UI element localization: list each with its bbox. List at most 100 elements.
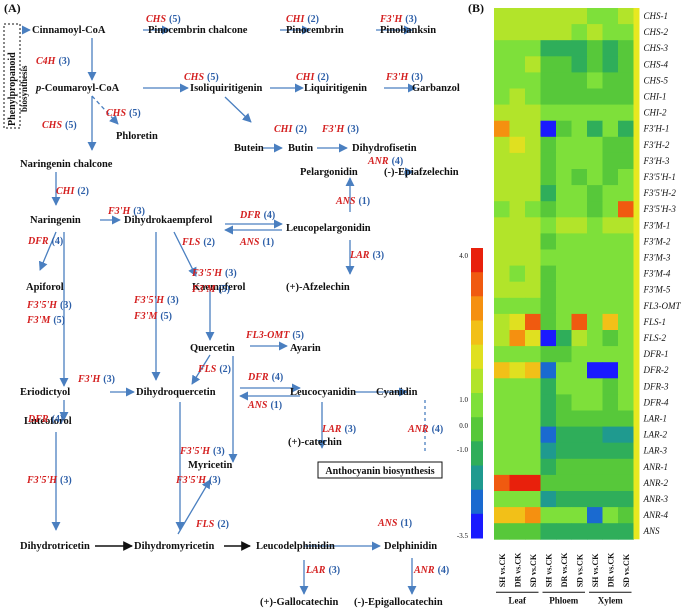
enzyme-label: F3'M (5): [133, 311, 172, 322]
heatmap-cell: [618, 8, 634, 25]
heatmap-cell: [602, 217, 619, 234]
gene-label: F3'M-1: [643, 220, 671, 230]
enzyme-label: ANS (1): [377, 518, 412, 529]
heatmap-cell: [571, 120, 588, 138]
heatmap-cell: [540, 458, 557, 476]
heatmap-cell: [509, 56, 526, 73]
gene-label: ANR-1: [643, 462, 669, 472]
heatmap-cell: [587, 72, 603, 89]
heatmap-cell: [540, 136, 557, 154]
heatmap-cell: [509, 394, 526, 411]
enzyme-label: LAR (3): [305, 565, 340, 576]
heatmap-cell: [571, 152, 588, 170]
heatmap-cell: [587, 507, 603, 524]
heatmap-cell: [494, 233, 510, 250]
heatmap-cell: [556, 169, 572, 186]
heatmap-cell: [509, 40, 526, 57]
enzyme-labels: CHS (5) CHI (2) F3'H (3) C4H (3) CHS (5) CHI (2) F3'…: [26, 14, 449, 576]
heatmap-cell: [556, 88, 572, 105]
compound-label: Pelargonidin: [300, 167, 358, 178]
column-label: DR vs.CK: [560, 552, 569, 587]
heatmap-cell: [509, 201, 526, 218]
compound-label: Dihydrotricetin: [20, 541, 90, 552]
gene-label: F3'H-3: [643, 156, 670, 166]
heatmap-cell: [525, 201, 541, 218]
heatmap-cell: [571, 313, 588, 331]
heatmap-cell: [587, 362, 603, 379]
heatmap-cell: [494, 297, 510, 315]
gene-label: FL3-OMT: [643, 301, 682, 311]
heatmap-cell: [540, 378, 557, 395]
heatmap-cell: [525, 249, 541, 266]
heatmap-cell: [494, 330, 510, 347]
enzyme-label: CHS (5): [146, 14, 181, 25]
heatmap-cell: [540, 442, 557, 460]
heatmap-cell: [494, 265, 510, 283]
enzyme-label: ANR (4): [407, 424, 443, 435]
heatmap-cell: [525, 362, 541, 379]
column-label: SD vs.CK: [529, 553, 538, 587]
heatmap-cell: [540, 346, 557, 363]
enzyme-label: DFR (4): [27, 236, 63, 247]
heatmap-cell: [540, 491, 557, 508]
scale-swatch: [471, 393, 483, 418]
heatmap-cell: [509, 8, 526, 25]
gene-label: F3'5'H-1: [643, 172, 676, 182]
heatmap-cell: [618, 281, 634, 299]
enzyme-label: C4H (3): [36, 56, 70, 67]
phenylpropanoid-box: Phenylpropanoid biosynthesis: [3, 23, 29, 129]
gene-label: CHI-2: [644, 108, 667, 118]
enzyme-label: F3'H (3): [107, 206, 145, 217]
compound-label: Dihydrokaempferol: [124, 215, 212, 226]
heatmap-cell: [494, 8, 510, 25]
gene-label: F3'M-2: [643, 236, 671, 246]
compound-label: Leucopelargonidin: [286, 223, 371, 234]
heatmap-cell: [602, 40, 619, 57]
heatmap-cell: [556, 8, 572, 25]
heatmap-cell: [556, 56, 572, 73]
heatmap-cell: [525, 410, 541, 427]
gene-label: LAR-1: [643, 414, 668, 424]
heatmap-cell: [556, 281, 572, 299]
heatmap-cell: [540, 523, 557, 540]
enzyme-label: ANR (4): [413, 565, 449, 576]
compound-label: (+)-catechin: [288, 437, 342, 448]
heatmap-cell: [571, 217, 588, 234]
enzyme-label: F3'5'H (3): [26, 300, 72, 311]
heatmap-cell: [618, 56, 634, 73]
enzyme-label: F3'5'H (3): [175, 475, 221, 486]
heatmap-cell: [587, 378, 603, 395]
scale-swatch: [471, 441, 483, 466]
compound-label: Dihydrofisetin: [352, 143, 417, 154]
heatmap-cell: [602, 281, 619, 299]
heatmap-cell: [571, 169, 588, 186]
heatmap-cell: [571, 8, 588, 25]
heatmap-cell: [540, 330, 557, 347]
heatmap-cell: [509, 136, 526, 154]
enzyme-label: F3'5'H (3): [191, 268, 237, 279]
heatmap-cell: [556, 104, 572, 122]
heatmap-cell: [602, 507, 619, 524]
heatmap-cell: [618, 330, 634, 347]
heatmap-cell: [525, 378, 541, 395]
heatmap-cell: [494, 152, 510, 170]
heatmap-cell: [556, 201, 572, 218]
enzyme-label: CHI (2): [296, 72, 329, 83]
heatmap-cell: [540, 72, 557, 89]
compound-label: Naringenin chalcone: [20, 159, 113, 170]
heatmap-cell: [602, 265, 619, 283]
heatmap-cell: [494, 523, 510, 540]
pathway-arrows: [21, 25, 426, 595]
heatmap-cell: [618, 362, 634, 379]
heatmap-cell: [509, 249, 526, 266]
heatmap-cell: [602, 24, 619, 41]
enzyme-label: ANS (1): [239, 237, 274, 248]
heatmap-cell: [587, 281, 603, 299]
gene-label: FLS-2: [643, 333, 667, 343]
heatmap-cell: [540, 120, 557, 138]
heatmap-cell: [494, 185, 510, 202]
heatmap-cell: [602, 8, 619, 25]
heatmap-cell: [618, 249, 634, 266]
heatmap-cell: [602, 297, 619, 315]
heatmap-cell: [571, 426, 588, 444]
